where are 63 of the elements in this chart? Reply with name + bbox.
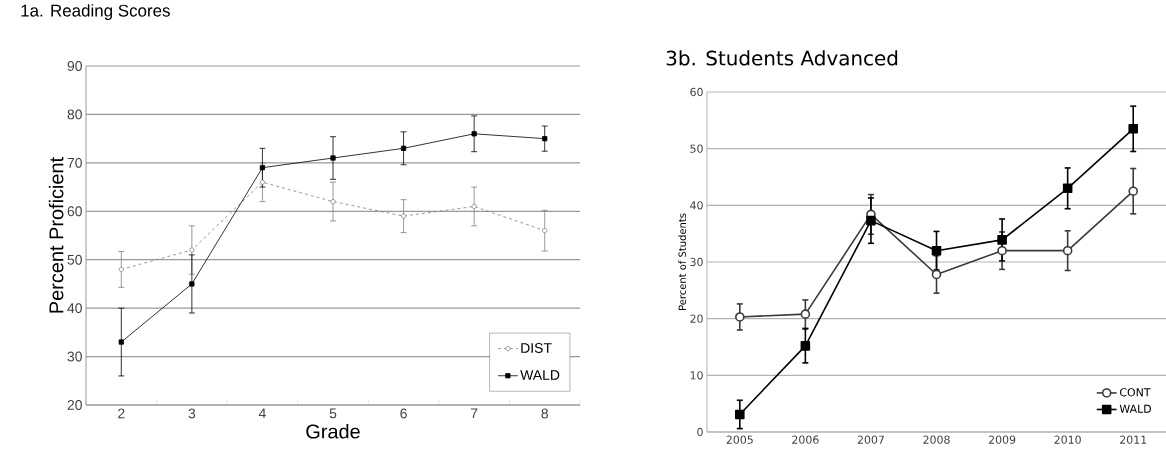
y-axis-title: Percent Proficient (48, 157, 64, 313)
point (735, 312, 745, 322)
chart-title: 3b. Students Advanced (666, 50, 898, 66)
point (259, 165, 266, 171)
point (542, 228, 548, 234)
point (1128, 186, 1139, 196)
legend-label: WALD (1119, 404, 1151, 413)
point (259, 179, 266, 185)
y-tick-label: 40 (67, 303, 82, 314)
x-tick-label: 2005 (726, 435, 753, 444)
y-tick-label: 30 (690, 257, 703, 267)
point (800, 309, 811, 319)
x-tick-label: 7 (470, 408, 478, 419)
x-tick-label: 8 (541, 408, 548, 419)
x-tick-label: 2009 (988, 435, 1016, 444)
x-tick-label: 2011 (1120, 435, 1147, 444)
y-tick-label: 50 (67, 254, 82, 265)
x-tick-label: 2 (118, 408, 125, 419)
y-tick-label: 60 (67, 206, 82, 217)
x-axis-title: Grade (306, 423, 360, 439)
y-tick-label: 70 (67, 157, 82, 168)
point (189, 281, 195, 287)
x-tick-label: 2010 (1054, 435, 1081, 444)
legend-label: DIST (521, 343, 552, 353)
y-tick-label: 40 (690, 201, 703, 210)
y-tick-label: 80 (67, 109, 82, 120)
x-tick-label: 2006 (792, 435, 819, 444)
point (400, 145, 407, 151)
point (471, 131, 477, 137)
y-axis-title: Percent of Students (678, 213, 687, 310)
x-tick-label: 2008 (923, 435, 950, 444)
x-tick-label: 5 (329, 408, 337, 419)
point (866, 215, 876, 226)
y-tick-label: 10 (690, 371, 703, 380)
point (330, 199, 336, 205)
x-tick-label: 4 (258, 408, 266, 419)
chart-title: 1a. Reading Scores (21, 4, 170, 20)
point (118, 266, 124, 272)
point (330, 155, 336, 161)
y-tick-label: 0 (697, 427, 703, 437)
point (400, 213, 407, 219)
y-tick-label: 20 (67, 400, 82, 410)
y-tick-label: 20 (690, 314, 703, 323)
point (1062, 245, 1073, 256)
point (189, 247, 195, 253)
x-tick-label: 3 (188, 408, 196, 419)
x-tick-label: 2007 (857, 435, 884, 444)
point (735, 409, 745, 420)
point (800, 341, 811, 351)
point (997, 245, 1007, 256)
point (1062, 183, 1073, 194)
y-tick-label: 90 (67, 61, 82, 71)
x-tick-label: 6 (400, 408, 407, 419)
point (542, 136, 548, 142)
legend-label: CONT (1119, 388, 1151, 397)
point (471, 203, 477, 210)
y-tick-label: 30 (67, 351, 82, 362)
y-tick-label: 60 (690, 87, 703, 97)
legend-label: WALD (520, 370, 560, 380)
y-tick-label: 50 (690, 144, 703, 153)
point (1128, 124, 1139, 134)
point (118, 339, 124, 345)
point (997, 235, 1007, 245)
